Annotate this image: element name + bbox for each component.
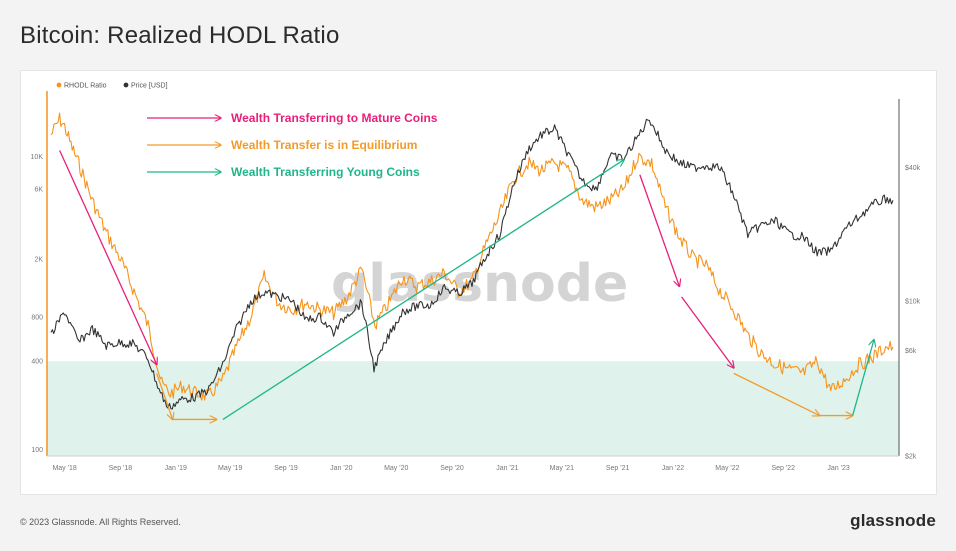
- annotation-legend: Wealth Transferring to Mature Coins Wealt…: [147, 111, 438, 179]
- y-right-tick-1: $6k: [905, 348, 917, 355]
- x-tick-1: Sep '18: [109, 465, 133, 472]
- y-left-tick-1: 400: [31, 359, 43, 366]
- x-tick-2: Jan '19: [165, 465, 187, 472]
- x-tick-4: Sep '19: [274, 465, 298, 472]
- trend-arrow-3: [222, 160, 624, 420]
- annotation-label-2: Wealth Transferring Young Coins: [231, 165, 420, 179]
- x-tick-7: Sep '20: [440, 465, 464, 472]
- chart-panel: glassnode RHODL Ratio Price [USD] 100 400 8…: [20, 70, 937, 495]
- x-tick-8: Jan '21: [496, 465, 518, 472]
- trend-arrow-5: [681, 296, 734, 368]
- trend-arrow-0: [59, 150, 157, 364]
- y-right-tick-2: $10k: [905, 299, 921, 306]
- y-left-tick-3: 2K: [34, 256, 43, 263]
- series-line-price-usd-: [50, 118, 894, 410]
- y-left-tick-4: 6K: [34, 186, 43, 193]
- x-tick-6: May '20: [384, 465, 408, 472]
- x-tick-5: Jan '20: [330, 465, 352, 472]
- trend-arrow-1: [156, 373, 173, 419]
- legend-dot-0: [56, 82, 62, 88]
- x-tick-10: Sep '21: [606, 465, 630, 472]
- x-tick-12: May '22: [715, 465, 739, 472]
- legend-label-1: Price [USD]: [131, 83, 168, 90]
- shaded-band-layer: [47, 361, 899, 456]
- page-title: Bitcoin: Realized HODL Ratio: [20, 22, 340, 49]
- y-left-tick-5: 10K: [31, 154, 44, 161]
- series-layer: [50, 112, 894, 410]
- x-tick-0: May '18: [52, 465, 76, 472]
- y-left-tick-0: 100: [31, 447, 43, 454]
- copyright-text: © 2023 Glassnode. All Rights Reserved.: [20, 517, 181, 527]
- legend-dot-1: [123, 82, 129, 88]
- legend: RHODL Ratio Price [USD]: [56, 82, 168, 90]
- x-tick-9: May '21: [550, 465, 574, 472]
- trend-arrow-4: [639, 174, 679, 286]
- annotation-label-0: Wealth Transferring to Mature Coins: [231, 111, 438, 125]
- chart-svg: glassnode RHODL Ratio Price [USD] 1004008…: [31, 82, 921, 473]
- annotation-label-1: Wealth Transfer is in Equilibrium: [231, 138, 417, 152]
- legend-label-0: RHODL Ratio: [64, 83, 107, 90]
- y-right-tick-0: $2k: [905, 454, 917, 461]
- x-tick-13: Sep '22: [771, 465, 795, 472]
- series-line-rhodl-ratio: [50, 112, 894, 401]
- x-axis-ticks: May '18 Sep '18 Jan '19 May '19 Sep '19 Jan '…: [52, 465, 849, 472]
- y-right-tick-3: $40k: [905, 165, 921, 172]
- trend-arrows: [59, 150, 874, 420]
- x-tick-3: May '19: [218, 465, 242, 472]
- y-left-tick-2: 800: [31, 315, 43, 322]
- brand-logo-text: glassnode: [850, 511, 936, 530]
- trend-arrow-8: [851, 340, 874, 416]
- x-tick-11: Jan '22: [662, 465, 684, 472]
- trend-arrow-6: [733, 372, 820, 415]
- y-left-axis-ticks: 100 400 800 2K 6K 10K: [31, 154, 44, 454]
- equilibrium-band: [47, 361, 899, 456]
- x-tick-14: Jan '23: [827, 465, 849, 472]
- y-right-axis-ticks: $2k $6k $10k $40k: [905, 165, 921, 460]
